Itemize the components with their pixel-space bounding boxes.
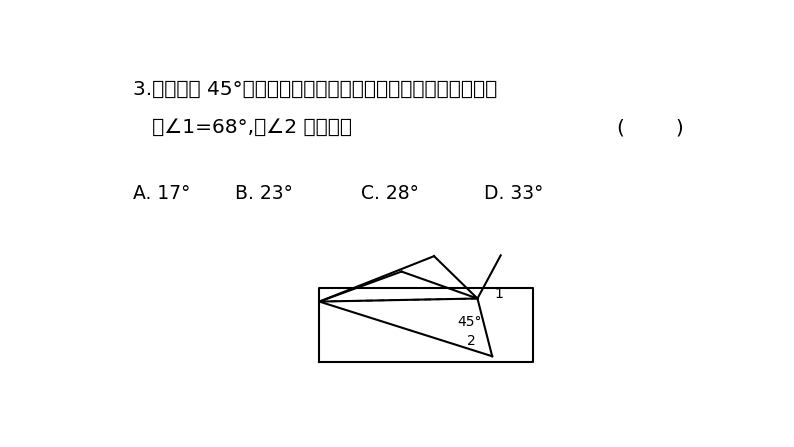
Text: A. 17°: A. 17° [133,184,191,202]
Text: 45°: 45° [457,315,482,329]
Text: 2: 2 [467,334,476,348]
Text: 1: 1 [495,287,503,301]
Text: B. 23°: B. 23° [235,184,292,202]
Text: D. 33°: D. 33° [484,184,543,202]
Text: 若∠1=68°,则∠2 的度数为: 若∠1=68°,则∠2 的度数为 [133,118,352,137]
Text: (        ): ( ) [617,118,684,137]
Text: 3.将一把含 45°角的直角三角尺和直尺按如图所示的方式放置，: 3.将一把含 45°角的直角三角尺和直尺按如图所示的方式放置， [133,80,497,99]
Text: C. 28°: C. 28° [360,184,418,202]
